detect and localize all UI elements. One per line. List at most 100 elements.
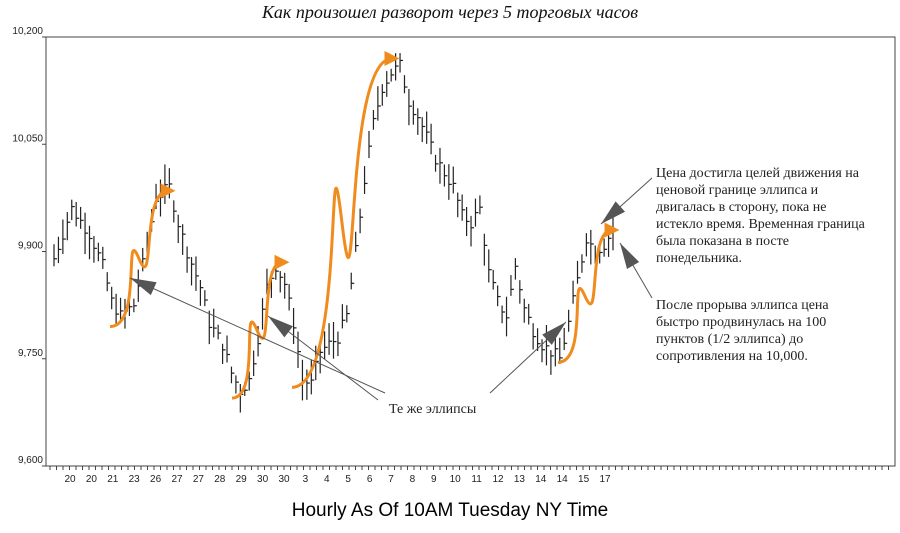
price-bar	[377, 86, 381, 121]
x-tick-label: 8	[410, 474, 416, 485]
price-bar	[80, 206, 84, 229]
x-axis: 20 20 21 23 26 27 27 28 29 30 30 3 4 5 6 7 8 9 10 11 12 13 14 1…	[49, 466, 889, 485]
price-bar	[319, 345, 324, 374]
price-bar	[119, 297, 124, 321]
price-bar	[386, 71, 390, 97]
pointer-ellipse-3	[489, 321, 567, 394]
price-bar	[448, 164, 452, 200]
price-bar	[439, 147, 443, 184]
price-bar	[399, 53, 404, 73]
price-bar	[523, 298, 528, 323]
price-bar	[408, 88, 412, 126]
price-bar	[612, 216, 616, 251]
pointer-breakout	[619, 242, 653, 299]
y-tick-label: 9,600	[18, 455, 43, 466]
price-bar	[213, 308, 217, 338]
price-bar	[528, 303, 532, 325]
price-bar	[479, 195, 483, 215]
x-tick-label: 5	[345, 474, 351, 485]
x-tick-label: 10	[450, 474, 462, 485]
price-bar	[88, 225, 93, 260]
price-bar	[261, 298, 266, 330]
swing-arrow	[557, 222, 620, 364]
annotation-breakout: После прорыва эллипса цена быстро продви…	[656, 298, 829, 364]
price-bar	[350, 272, 355, 290]
price-bar	[217, 324, 222, 340]
price-bar	[306, 369, 310, 400]
price-bar	[412, 100, 417, 125]
orange-swing-arrows	[109, 50, 620, 400]
price-bar	[177, 214, 182, 244]
x-tick-label: 17	[599, 474, 611, 485]
x-tick-label: 7	[388, 474, 394, 485]
pointer-target	[600, 177, 653, 225]
price-bar	[71, 199, 75, 221]
y-tick-label: 10,200	[12, 26, 43, 37]
x-tick-label: 29	[236, 474, 248, 485]
price-bar	[253, 350, 257, 377]
price-bar	[510, 275, 514, 296]
price-bar	[204, 290, 208, 307]
x-tick-label: 14	[535, 474, 547, 485]
price-bar	[337, 331, 341, 357]
swing-arrow	[109, 183, 176, 329]
pointer-arrowhead	[601, 201, 625, 224]
pointer-arrowhead	[268, 316, 293, 338]
price-bar	[199, 279, 204, 306]
price-bar	[368, 131, 372, 159]
price-bar	[421, 117, 426, 143]
price-bar	[332, 321, 337, 359]
price-bar	[457, 192, 461, 218]
price-bar	[186, 246, 191, 273]
price-bar	[395, 53, 399, 81]
price-bar	[492, 269, 497, 290]
chart-plot: 10,200 10,050 9,900 9,750 9,600 20 20 21 23 26 27…	[12, 26, 896, 485]
price-bar	[53, 244, 57, 267]
price-bar	[66, 212, 71, 241]
price-bar	[355, 231, 359, 252]
price-bar	[568, 309, 572, 332]
x-tick-label: 28	[214, 474, 226, 485]
price-bar	[284, 272, 288, 299]
pointer-line	[129, 277, 386, 394]
price-bars	[53, 53, 616, 413]
x-tick-label: 9	[431, 474, 437, 485]
price-bar	[328, 323, 333, 355]
pointer-arrowhead	[130, 278, 157, 296]
price-bar	[581, 254, 585, 273]
x-tick-label: 20	[64, 474, 76, 485]
price-bar	[585, 233, 590, 257]
price-bar	[372, 110, 377, 130]
y-tick-label: 9,750	[18, 348, 43, 359]
x-tick-label: 12	[492, 474, 504, 485]
x-tick-label: 23	[129, 474, 141, 485]
price-bar	[514, 258, 519, 280]
price-bar	[505, 296, 510, 337]
price-bar	[133, 298, 137, 313]
annotation-pointers	[129, 177, 653, 401]
price-bar	[403, 75, 408, 94]
price-bar	[84, 212, 89, 255]
annotation-target-reached: Цена достигла целей движения на ценовой …	[656, 166, 865, 266]
price-bar	[164, 164, 168, 204]
price-bar	[426, 111, 430, 144]
price-bar	[603, 238, 608, 257]
x-tick-label: 4	[324, 474, 330, 485]
price-bar	[106, 272, 111, 292]
y-axis: 10,200 10,050 9,900 9,750 9,600	[12, 26, 46, 467]
x-tick-label: 27	[193, 474, 205, 485]
price-bar	[159, 179, 164, 217]
price-bar	[248, 371, 253, 391]
price-bar	[417, 108, 421, 135]
price-bar	[465, 206, 470, 237]
x-tick-label: 30	[257, 474, 269, 485]
x-tick-label: 14	[557, 474, 569, 485]
x-tick-label: 20	[86, 474, 98, 485]
price-bar	[497, 285, 501, 307]
x-tick-label: 27	[171, 474, 183, 485]
price-bar	[195, 256, 199, 291]
price-bar	[288, 284, 293, 311]
price-bar	[310, 359, 315, 395]
x-tick-label: 26	[150, 474, 162, 485]
price-bar	[324, 331, 328, 360]
